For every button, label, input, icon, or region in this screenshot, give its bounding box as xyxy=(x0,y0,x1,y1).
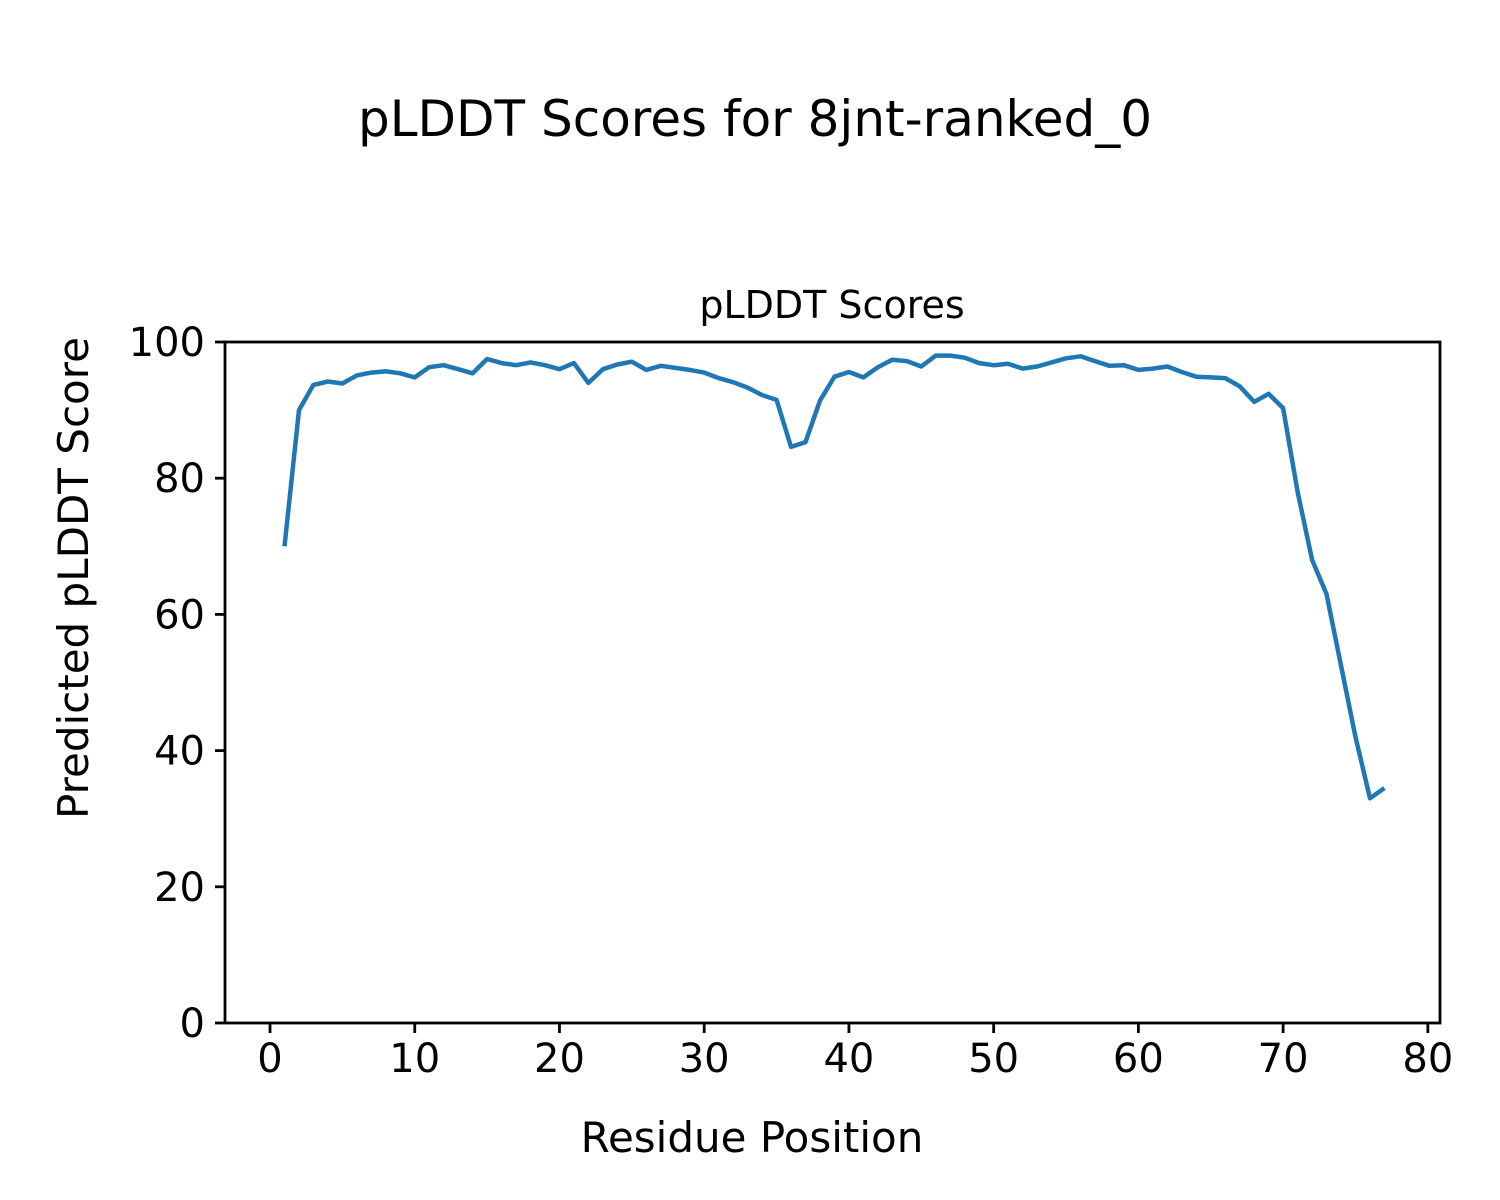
y-tick-label: 60 xyxy=(154,592,205,638)
y-tick-label: 20 xyxy=(154,865,205,911)
x-tick-label: 60 xyxy=(1113,1036,1164,1082)
y-tick-label: 0 xyxy=(180,1001,205,1047)
y-axis-ticks: 0 20 40 60 80 100 xyxy=(129,320,225,1047)
x-axis-ticks: 0 10 20 30 40 50 60 70 80 xyxy=(257,1023,1453,1082)
plddt-line xyxy=(282,353,1386,801)
plot-area xyxy=(225,342,1440,1023)
x-tick-label: 80 xyxy=(1402,1036,1453,1082)
y-axis-label: Predicted pLDDT Score xyxy=(49,337,98,819)
x-tick-label: 10 xyxy=(389,1036,440,1082)
y-tick-label: 40 xyxy=(154,729,205,775)
figure-title: pLDDT Scores for 8jnt-ranked_0 xyxy=(358,90,1152,148)
x-tick-label: 50 xyxy=(968,1036,1019,1082)
x-tick-label: 40 xyxy=(823,1036,874,1082)
x-tick-label: 30 xyxy=(679,1036,730,1082)
chart-title: pLDDT Scores xyxy=(699,283,964,327)
x-tick-label: 70 xyxy=(1258,1036,1309,1082)
x-tick-label: 20 xyxy=(534,1036,585,1082)
y-tick-label: 80 xyxy=(154,456,205,502)
y-tick-label: 100 xyxy=(129,320,205,366)
axes-border xyxy=(223,340,1442,1025)
x-axis-label: Residue Position xyxy=(581,1113,924,1162)
x-tick-label: 0 xyxy=(257,1036,282,1082)
